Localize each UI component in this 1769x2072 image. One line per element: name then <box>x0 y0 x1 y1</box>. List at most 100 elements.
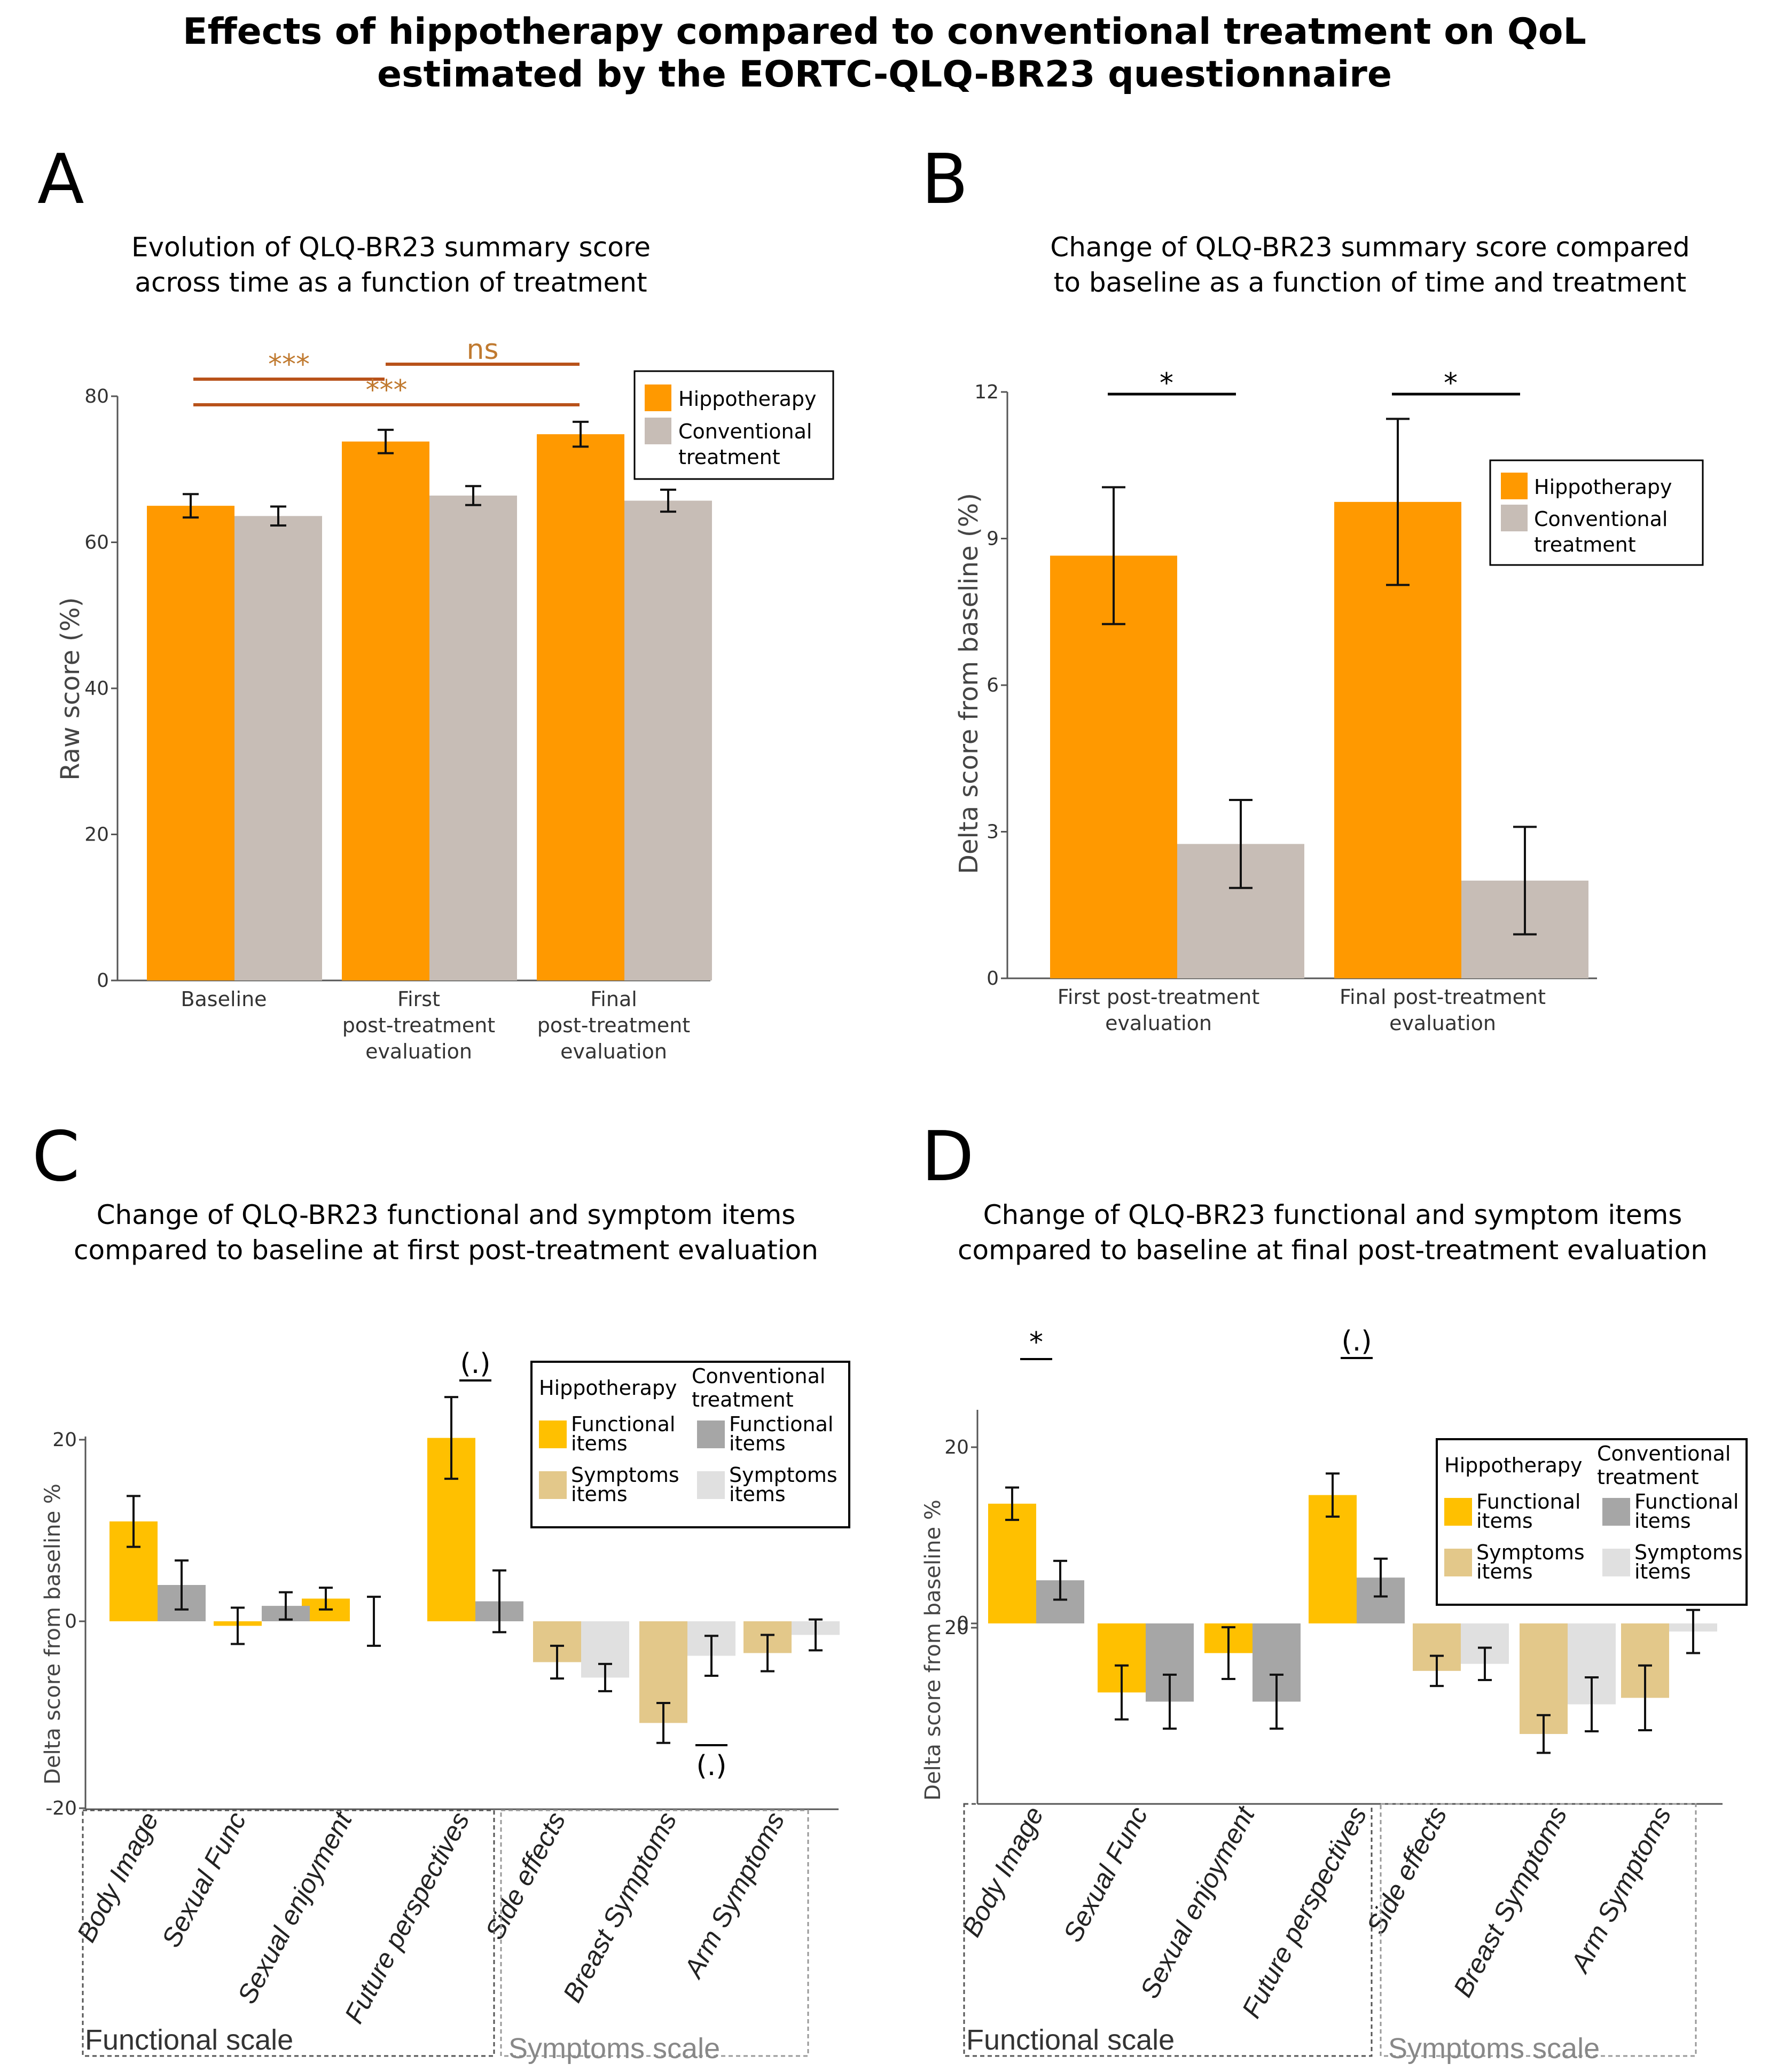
x-tick-label: evaluation <box>1105 1011 1212 1035</box>
x-tick-label: Future perspectives <box>1236 1802 1373 2023</box>
x-tick-label: Sexual enjoyment <box>232 1806 358 2008</box>
figure-title-line1: Effects of hippotherapy compared to conv… <box>183 11 1586 53</box>
x-tick-label: Sexual Func <box>1058 1802 1154 1947</box>
legend-label: Functional <box>729 1412 833 1436</box>
legend-header: Conventional <box>1597 1442 1731 1465</box>
y-tick-label: 0 <box>987 968 999 990</box>
functional-scale-label: Functional scale <box>966 2024 1175 2056</box>
panel-title: compared to baseline at first post-treat… <box>74 1235 818 1266</box>
x-tick-label: First <box>397 987 440 1011</box>
x-tick-label: Sexual Func <box>156 1807 252 1952</box>
x-tick-label: Side effects <box>1361 1802 1453 1939</box>
panel-letter: B <box>921 140 968 219</box>
x-tick-label: post-treatment <box>537 1014 690 1037</box>
symptoms-scale-box <box>1380 1803 1697 2057</box>
panel-title: Change of QLQ-BR23 functional and sympto… <box>97 1199 796 1230</box>
bar-hippotherapy <box>342 441 429 980</box>
y-tick-label: 3 <box>987 821 999 843</box>
panel-letter: D <box>921 1117 974 1197</box>
symptoms-scale-box <box>500 1809 809 2057</box>
panel-title: Change of QLQ-BR23 functional and sympto… <box>983 1199 1682 1230</box>
x-tick-label: Final <box>590 987 637 1011</box>
legend-label: Symptoms <box>1476 1541 1585 1564</box>
legend-header: treatment <box>692 1388 794 1411</box>
legend-label: items <box>571 1432 628 1455</box>
legend-swatch-hippotherapy <box>1501 473 1528 499</box>
panel-title: Evolution of QLQ-BR23 summary score <box>131 232 651 263</box>
panel-d: D Change of QLQ-BR23 functional and sympt… <box>921 1117 1748 2065</box>
legend-box <box>1436 1438 1748 1606</box>
legend-header: Hippotherapy <box>539 1376 677 1400</box>
significance-label: (.) <box>1341 1325 1372 1357</box>
x-tick-label: Breast Symptoms <box>1447 1802 1573 2002</box>
y-axis-label: Raw score (%) <box>56 597 85 781</box>
x-tick-label: Body Image <box>71 1807 165 1947</box>
legend-swatch-conventional <box>1501 505 1528 531</box>
x-tick-label: evaluation <box>365 1040 472 1063</box>
panel-letter: A <box>37 140 84 219</box>
y-tick-label: 20 <box>944 1437 969 1458</box>
bar-hippotherapy <box>537 434 624 980</box>
panel-letter: C <box>32 1117 80 1197</box>
y-tick-label: 9 <box>987 528 999 550</box>
y-tick-label: -20 <box>45 1798 77 1819</box>
y-tick-label: 0 <box>97 970 109 992</box>
x-tick-label: Body Image <box>956 1802 1050 1942</box>
y-tick-label: 60 <box>84 532 109 554</box>
significance-label: ns <box>466 334 498 366</box>
x-tick-label: Future perspectives <box>339 1807 475 2028</box>
legend-label: items <box>729 1482 786 1506</box>
legend-swatch <box>1602 1549 1630 1576</box>
legend-swatch-hippotherapy <box>645 384 671 411</box>
x-tick-label: First post-treatment <box>1058 985 1259 1009</box>
legend-swatch <box>697 1471 725 1499</box>
legend-header: Conventional <box>692 1364 825 1388</box>
panel-c: C Change of QLQ-BR23 functional and sympt… <box>32 1117 850 2065</box>
legend-label: Symptoms <box>1634 1541 1743 1564</box>
significance-label: * <box>1444 367 1458 399</box>
legend-label: treatment <box>678 445 780 469</box>
legend-label: items <box>1634 1509 1691 1533</box>
x-tick-label: Breast Symptoms <box>557 1807 683 2007</box>
bar-hippotherapy <box>1050 555 1177 978</box>
significance-label: *** <box>366 374 408 406</box>
legend-label: Functional <box>571 1412 675 1436</box>
legend-header: treatment <box>1597 1465 1699 1489</box>
y-axis-label: Delta score from baseline (%) <box>954 493 984 874</box>
y-tick-label: 40 <box>84 678 109 700</box>
x-tick-label: post-treatment <box>342 1014 495 1037</box>
y-tick-label: 20 <box>84 824 109 846</box>
legend-label: Hippotherapy <box>1534 475 1672 499</box>
x-tick-label: evaluation <box>1389 1011 1496 1035</box>
legend-label: items <box>1634 1560 1691 1583</box>
y-axis-label: Delta score from baseline % <box>41 1484 65 1785</box>
legend-swatch <box>697 1420 725 1448</box>
legend-swatch <box>539 1420 567 1448</box>
legend-label: Functional <box>1476 1490 1580 1513</box>
legend-box <box>530 1361 850 1528</box>
functional-scale-box <box>963 1803 1373 2057</box>
bar-conventional <box>234 516 322 980</box>
legend-label: items <box>571 1482 628 1506</box>
functional-scale-label: Functional scale <box>85 2024 293 2056</box>
legend-label: Symptoms <box>729 1463 837 1487</box>
y-tick-label: 80 <box>84 386 109 407</box>
legend-header: Hippotherapy <box>1444 1454 1583 1477</box>
x-tick-label: Baseline <box>181 987 267 1011</box>
bar-conventional <box>624 500 712 980</box>
x-tick-label: evaluation <box>560 1040 667 1063</box>
y-tick-label: 6 <box>987 674 999 696</box>
legend-label: treatment <box>1534 533 1636 556</box>
panel-title: compared to baseline at final post-treat… <box>958 1235 1708 1266</box>
bar-conventional <box>429 495 517 980</box>
legend-label: Hippotherapy <box>678 387 817 411</box>
legend-swatch <box>1444 1549 1472 1576</box>
panel-title: to baseline as a function of time and tr… <box>1054 267 1686 298</box>
y-axis-label: Delta score from baseline % <box>921 1500 945 1801</box>
legend-label: Conventional <box>1534 507 1668 531</box>
significance-label: * <box>1160 367 1173 399</box>
legend-label: items <box>1476 1509 1533 1533</box>
legend-swatch <box>1602 1498 1630 1526</box>
figure-title-line2: estimated by the EORTC-QLQ-BR23 question… <box>377 53 1392 96</box>
